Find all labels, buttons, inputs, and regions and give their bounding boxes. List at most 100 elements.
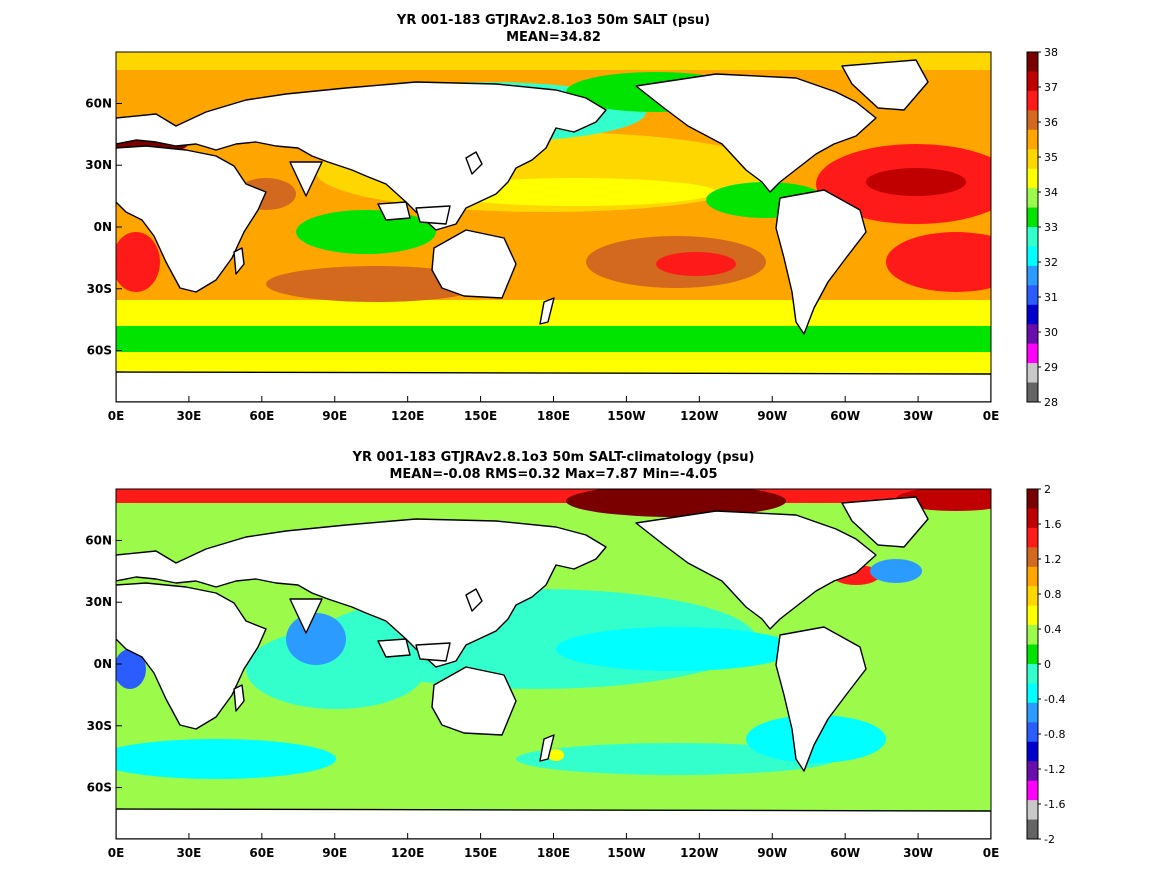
bottom-x-tick-label: 30W: [903, 846, 933, 860]
colorbar-bottom-swatch: [1027, 761, 1038, 782]
bottom-y-tick-label: 60N: [85, 533, 112, 547]
colorbar-bottom-swatch: [1027, 664, 1038, 684]
bottom-y-tick-label: 30S: [87, 719, 112, 733]
colorbar-top-swatch: [1027, 168, 1038, 189]
colorbar-bottom-label: -1.2: [1044, 763, 1065, 776]
top-x-tick-label: 150E: [464, 409, 497, 423]
top-x-tick-label: 150W: [607, 409, 645, 423]
top-x-tick-label: 60E: [249, 409, 274, 423]
top-x-tick-label: 0E: [108, 409, 125, 423]
bottom-x-tick-label: 60W: [830, 846, 860, 860]
top-x-tick-label: 120E: [391, 409, 424, 423]
colorbar-top-swatch: [1027, 246, 1038, 267]
colorbar-bottom-swatch: [1027, 508, 1038, 529]
colorbar-top-label: 34: [1044, 186, 1058, 199]
colorbar-top-swatch: [1027, 363, 1038, 384]
bottom-x-tick-label: 0E: [983, 846, 1000, 860]
colorbar-top-swatch: [1027, 304, 1038, 325]
colorbar-top-swatch: [1027, 343, 1038, 364]
bottom-x-tick-label: 90W: [757, 846, 787, 860]
bottom-x-tick-label: 180E: [537, 846, 570, 860]
colorbar-top-label: 38: [1044, 46, 1058, 59]
colorbar-bottom-label: 2: [1044, 483, 1051, 496]
colorbar-bottom-label: -0.8: [1044, 728, 1065, 741]
colorbar-top-swatch: [1027, 207, 1038, 228]
top-x-tick-label: 0E: [983, 409, 1000, 423]
colorbar-bottom-label: 1.6: [1044, 518, 1062, 531]
colorbar-bottom-swatch: [1027, 605, 1038, 626]
top-x-tick-label: 180E: [537, 409, 570, 423]
colorbar-top-swatch: [1027, 52, 1038, 72]
colorbar-bottom-label: -1.6: [1044, 798, 1065, 811]
colorbar-top-label: 31: [1044, 291, 1058, 304]
colorbar-bottom-swatch: [1027, 819, 1038, 840]
colorbar-top-swatch: [1027, 285, 1038, 306]
top-y-tick-label: 60N: [85, 96, 112, 110]
top-x-tick-label: 30W: [903, 409, 933, 423]
colorbar-bottom-swatch: [1027, 566, 1038, 587]
top-x-tick-label: 30E: [176, 409, 201, 423]
colorbar-bottom-label: 0.8: [1044, 588, 1062, 601]
top-panel-title-line2: MEAN=34.82: [506, 30, 601, 45]
top-y-tick-label: 60S: [87, 344, 112, 358]
top-x-tick-label: 90W: [757, 409, 787, 423]
colorbar-top-swatch: [1027, 382, 1038, 403]
colorbar-top-label: 35: [1044, 151, 1058, 164]
colorbar-bottom-swatch: [1027, 625, 1038, 646]
colorbar-top-swatch: [1027, 110, 1038, 131]
colorbar-top-swatch: [1027, 71, 1038, 92]
colorbar-top-swatch: [1027, 324, 1038, 345]
bottom-x-tick-label: 120W: [680, 846, 718, 860]
colorbar-top-label: 33: [1044, 221, 1058, 234]
bottom-x-tick-label: 120E: [391, 846, 424, 860]
colorbar-bottom-swatch: [1027, 489, 1038, 509]
top-x-tick-label: 60W: [830, 409, 860, 423]
bottom-x-tick-label: 150E: [464, 846, 497, 860]
colorbar-bottom-swatch: [1027, 683, 1038, 704]
colorbar-bottom-label: 0.4: [1044, 623, 1062, 636]
top-y-tick-label: 0N: [94, 220, 112, 234]
top-panel-title-line1: YR 001-183 GTJRAv2.8.1o3 50m SALT (psu): [396, 13, 711, 28]
colorbar-bottom-swatch: [1027, 527, 1038, 548]
colorbar-bottom-swatch: [1027, 702, 1038, 723]
colorbar-top-label: 32: [1044, 256, 1058, 269]
colorbar-top-label: 29: [1044, 361, 1058, 374]
colorbar-bottom-label: -0.4: [1044, 693, 1065, 706]
colorbar-top-label: 30: [1044, 326, 1058, 339]
colorbar-bottom-label: -2: [1044, 833, 1055, 846]
colorbar-bottom-swatch: [1027, 800, 1038, 821]
colorbar-top-swatch: [1027, 265, 1038, 286]
salinity-anomaly-map: [116, 489, 991, 839]
bottom-y-tick-label: 0N: [94, 657, 112, 671]
bottom-panel-title-line1: YR 001-183 GTJRAv2.8.1o3 50m SALT-climat…: [352, 450, 755, 465]
top-y-tick-label: 30S: [87, 282, 112, 296]
colorbar-top-label: 28: [1044, 396, 1058, 409]
bottom-x-tick-label: 60E: [249, 846, 274, 860]
colorbar-top-swatch: [1027, 129, 1038, 150]
bottom-panel-title-line2: MEAN=-0.08 RMS=0.32 Max=7.87 Min=-4.05: [389, 467, 718, 482]
colorbar-bottom-swatch: [1027, 547, 1038, 568]
bottom-x-tick-label: 150W: [607, 846, 645, 860]
top-x-tick-label: 120W: [680, 409, 718, 423]
bottom-x-tick-label: 90E: [322, 846, 347, 860]
top-x-tick-label: 90E: [322, 409, 347, 423]
colorbar-top-label: 36: [1044, 116, 1058, 129]
colorbar-top-label: 37: [1044, 81, 1058, 94]
colorbar-bottom-swatch: [1027, 722, 1038, 743]
bottom-x-tick-label: 30E: [176, 846, 201, 860]
bottom-y-tick-label: 60S: [87, 781, 112, 795]
colorbar-top-swatch: [1027, 188, 1038, 209]
colorbar-bottom-swatch: [1027, 644, 1038, 665]
colorbar-bottom-label: 0: [1044, 658, 1051, 671]
top-y-tick-label: 30N: [85, 158, 112, 172]
colorbar-bottom-swatch: [1027, 741, 1038, 762]
colorbar-top-swatch: [1027, 90, 1038, 111]
bottom-x-tick-label: 0E: [108, 846, 125, 860]
bottom-y-tick-label: 30N: [85, 595, 112, 609]
colorbar-top-swatch: [1027, 227, 1038, 247]
colorbar-bottom-swatch: [1027, 586, 1038, 607]
colorbar-bottom-label: 1.2: [1044, 553, 1062, 566]
colorbar-top-swatch: [1027, 149, 1038, 170]
colorbar-bottom-swatch: [1027, 780, 1038, 801]
